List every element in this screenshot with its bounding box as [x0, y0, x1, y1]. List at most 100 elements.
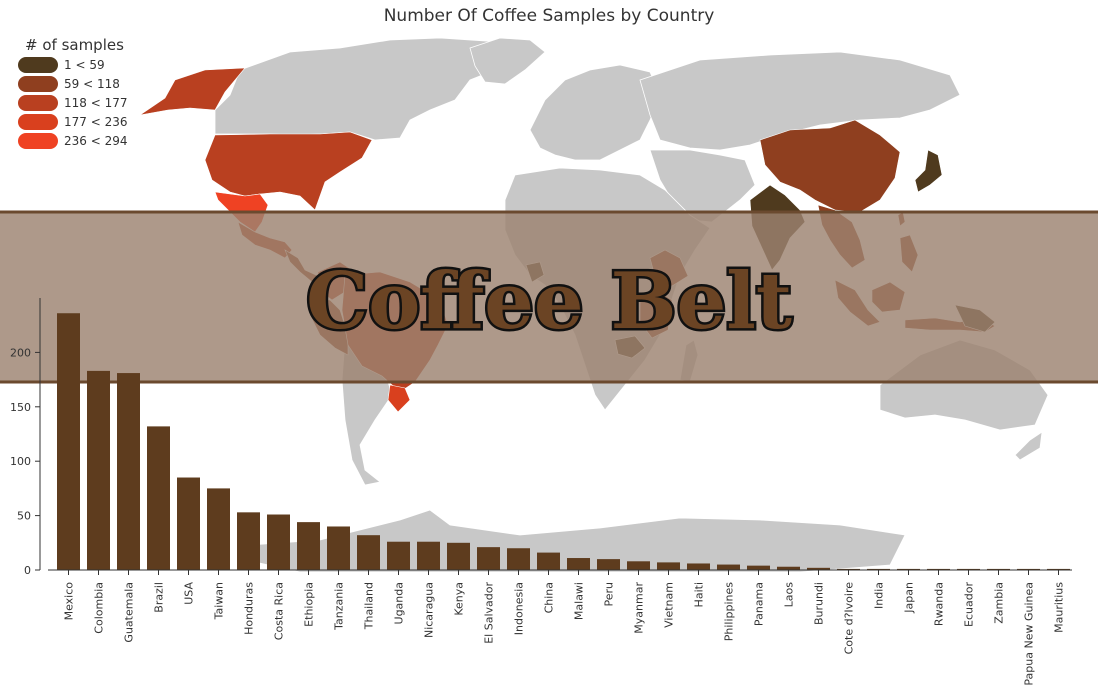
x-tick-label: Taiwan — [213, 582, 226, 620]
bar-rwanda — [927, 568, 950, 570]
legend-title: # of samples — [25, 36, 124, 54]
x-tick-label: Haiti — [693, 582, 706, 607]
bar-colombia — [87, 370, 110, 570]
legend-swatch — [18, 76, 58, 92]
legend-swatch — [18, 114, 58, 130]
x-tick-label: El Salvador — [483, 582, 496, 644]
x-tick-label: Ecuador — [963, 582, 976, 627]
bar-brazil — [147, 426, 170, 570]
x-tick-label: Papua New Guinea — [1023, 582, 1036, 686]
legend: # of samples 1 < 59 59 < 118 118 < 177 177 … — [18, 36, 128, 149]
country-china — [759, 119, 901, 213]
x-tick-label: Kenya — [453, 582, 466, 616]
bar-malawi — [567, 558, 590, 570]
legend-entry: 1 < 59 — [64, 58, 105, 72]
legend-entry: 59 < 118 — [64, 77, 120, 91]
coffee-belt-band — [0, 212, 1098, 382]
x-tick-label: Costa Rica — [273, 582, 286, 640]
x-tick-label: Japan — [903, 582, 916, 614]
x-tick-label: Brazil — [153, 582, 166, 613]
bar-ecuador — [957, 568, 980, 570]
bar-japan — [897, 568, 920, 570]
bar-costa-rica — [267, 514, 290, 570]
bar-guatemala — [117, 373, 140, 570]
x-tick-label: USA — [183, 582, 196, 605]
bar-burundi — [807, 567, 830, 570]
legend-swatch — [18, 133, 58, 149]
bar-china — [537, 552, 560, 570]
chart-title: Number Of Coffee Samples by Country — [384, 6, 715, 26]
bar-honduras — [237, 512, 260, 570]
land-new-zealand — [1014, 431, 1043, 461]
x-tick-label: Myanmar — [633, 582, 646, 634]
legend-entry: 177 < 236 — [64, 115, 128, 129]
x-tick-label: Zambia — [993, 582, 1006, 624]
x-tick-label: Honduras — [243, 582, 256, 635]
bar-nicaragua — [417, 541, 440, 570]
y-tick-label: 150 — [10, 401, 31, 414]
x-tick-label: Tanzania — [333, 582, 346, 631]
bar-papua-new-guinea — [1017, 568, 1040, 570]
coffee-belt-label: Coffee Belt — [306, 256, 792, 347]
x-tick-label: Thailand — [363, 582, 376, 630]
country-usa — [204, 131, 373, 211]
land-russia-asia — [639, 51, 961, 151]
x-tick-label: Laos — [783, 582, 796, 608]
bar-mauritius — [1047, 568, 1070, 570]
bar-laos — [777, 566, 800, 570]
y-tick-label: 200 — [10, 346, 31, 359]
legend-entry: 118 < 177 — [64, 96, 128, 110]
country-japan — [914, 149, 943, 193]
bar-myanmar — [627, 561, 650, 570]
x-tick-label: Malawi — [573, 582, 586, 620]
bar-mexico — [57, 313, 80, 570]
x-tick-label: Colombia — [93, 582, 106, 634]
bar-uganda — [387, 541, 410, 570]
x-tick-label: Mauritius — [1053, 582, 1066, 633]
x-tick-label: Panama — [753, 582, 766, 626]
bar-thailand — [357, 535, 380, 570]
legend-swatch — [18, 95, 58, 111]
y-tick-label: 0 — [24, 564, 31, 577]
land-canada — [214, 37, 521, 141]
bar-indonesia — [507, 548, 530, 570]
x-tick-label: Philippines — [723, 582, 736, 642]
x-tick-label: Burundi — [813, 582, 826, 625]
bar-haiti — [687, 563, 710, 570]
x-tick-label: Indonesia — [513, 582, 526, 635]
land-antarctica — [249, 509, 906, 573]
x-axis: Mexico Colombia Guatemala Brazil USA Taiwan Ho… — [48, 569, 1072, 686]
legend-swatch — [18, 57, 58, 73]
bar-kenya — [447, 542, 470, 570]
x-tick-label: China — [543, 582, 556, 613]
y-tick-label: 100 — [10, 455, 31, 468]
bar-vietnam — [657, 562, 680, 570]
land-greenland — [469, 37, 546, 85]
bar-ethiopia — [297, 522, 320, 570]
x-tick-label: Ethiopia — [303, 582, 316, 627]
y-axis: 0 50 100 150 200 — [10, 346, 40, 577]
land-europe — [529, 64, 661, 161]
bar-usa — [177, 477, 200, 570]
country-alaska-usa — [139, 67, 246, 116]
y-tick-label: 50 — [17, 510, 31, 523]
bar-chart: 0 50 100 150 200 Mexico Colombia Guatemala Braz… — [10, 298, 1072, 686]
x-tick-label: Uganda — [393, 582, 406, 624]
bar-el-salvador — [477, 547, 500, 570]
bars — [57, 313, 1070, 570]
bar-peru — [597, 559, 620, 570]
x-tick-label: Mexico — [63, 582, 76, 621]
bar-tanzania — [327, 526, 350, 570]
x-tick-label: Vietnam — [663, 582, 676, 628]
bar-india — [867, 568, 890, 570]
x-tick-label: Rwanda — [933, 582, 946, 626]
bar-zambia — [987, 568, 1010, 570]
bar-philippines — [717, 564, 740, 570]
x-tick-label: Guatemala — [123, 582, 136, 643]
legend-entry: 236 < 294 — [64, 134, 128, 148]
bar-taiwan — [207, 488, 230, 570]
country-brazil-south — [387, 384, 411, 413]
x-tick-label: Peru — [603, 582, 616, 607]
x-tick-label: Cote d?Ivoire — [843, 582, 856, 655]
bar-panama — [747, 565, 770, 570]
